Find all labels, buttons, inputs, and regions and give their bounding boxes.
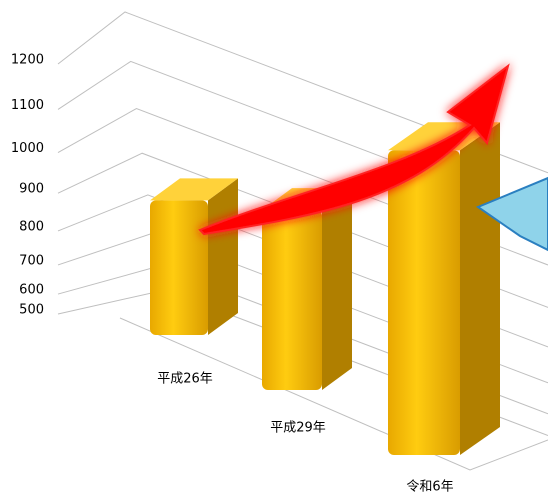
- floor-edge: [119, 317, 548, 471]
- y-tick-label: 600: [19, 283, 44, 298]
- callout: [475, 176, 548, 252]
- y-tick-label: 700: [19, 253, 44, 268]
- trend-arrow: [198, 63, 510, 236]
- x-tick-label: 平成29年: [270, 421, 326, 436]
- bar: [150, 200, 208, 335]
- bar: [388, 150, 460, 455]
- x-tick-label: 平成26年: [157, 372, 213, 387]
- y-tick-label: 1200: [11, 53, 44, 68]
- y-tick-label: 800: [19, 219, 44, 234]
- y-tick-label: 1100: [11, 98, 44, 113]
- bar-top: [150, 178, 238, 201]
- x-tick-label: 令和6年: [406, 480, 453, 495]
- y-tick-label: 900: [19, 182, 44, 197]
- bar-side: [322, 188, 352, 390]
- y-tick-label: 500: [19, 303, 44, 318]
- bar-side: [208, 178, 238, 335]
- bar: [262, 210, 322, 390]
- y-tick-label: 1000: [11, 141, 44, 156]
- bar-side: [460, 122, 500, 455]
- grid-line: [57, 11, 548, 174]
